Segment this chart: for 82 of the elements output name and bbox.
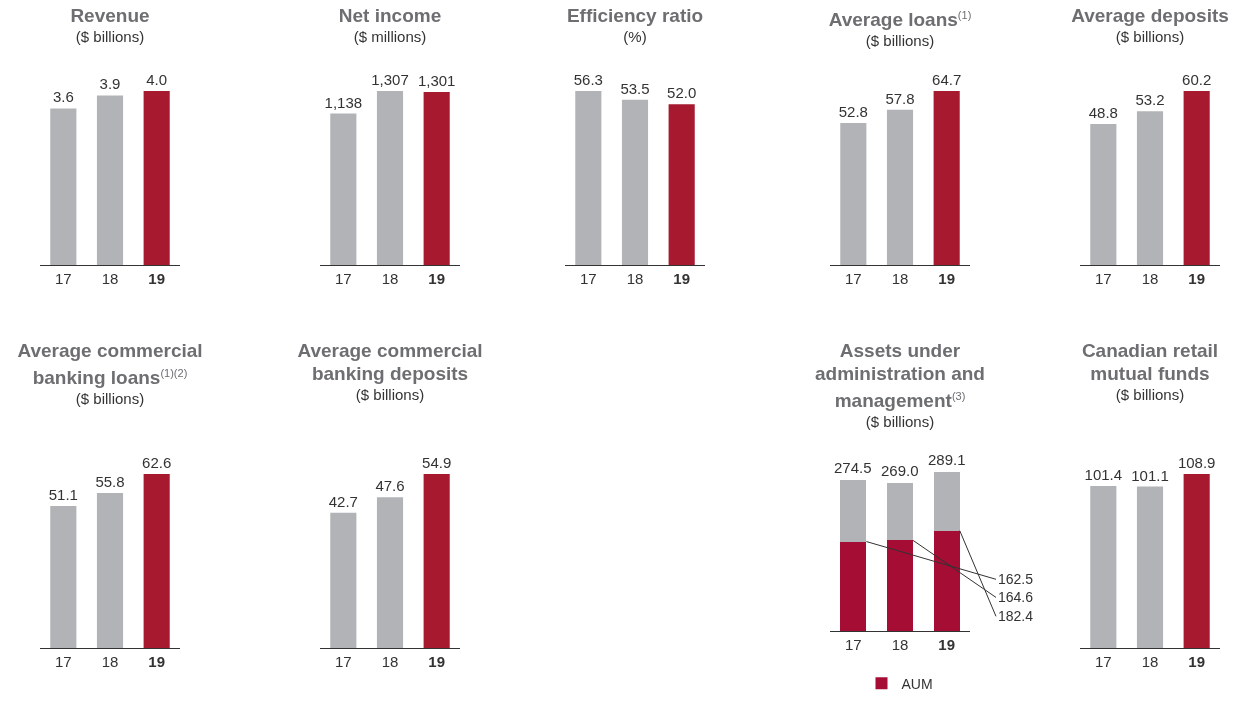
chart-subtitle: ($ billions): [864, 31, 936, 51]
data-label: 182.4: [998, 608, 1034, 624]
data-label: 1,138: [324, 93, 363, 111]
x-tick-label: 17: [1094, 270, 1112, 287]
x-tick-label: 19: [148, 270, 166, 287]
x-tick-label: 19: [148, 653, 166, 670]
x-tick-label: 17: [54, 653, 72, 670]
chart-title: Average commercial banking loans$^{(1)(2)}$: [17, 340, 203, 389]
chart-title: Average loans$^{(1)}$: [828, 9, 972, 31]
bar: [840, 541, 867, 631]
x-tick-label: 17: [579, 270, 597, 287]
data-label: 101.1: [1131, 466, 1169, 484]
chart-title: Average deposits: [1071, 5, 1229, 26]
x-tick-label: 19: [1188, 270, 1206, 287]
x-tick-label: 17: [844, 270, 862, 287]
chart-title: Revenue: [70, 5, 150, 26]
chart-subtitle: ($ billions): [1114, 27, 1186, 46]
x-tick-label: 19: [428, 270, 446, 287]
data-label: 47.6: [375, 477, 405, 495]
data-label: 42.7: [328, 492, 358, 510]
data-label: 108.9: [1177, 454, 1216, 472]
x-tick-label: 18: [381, 653, 399, 670]
total-label: 269.0: [881, 462, 919, 479]
chart-subtitle: ($ millions): [352, 27, 428, 46]
data-label: 48.8: [1088, 104, 1118, 122]
x-tick-label: 18: [891, 636, 909, 653]
chart-subtitle: (%): [622, 27, 648, 46]
chart-subtitle: ($ billions): [74, 27, 146, 46]
x-tick-label: 17: [1094, 653, 1112, 670]
x-tick-label: 19: [1188, 653, 1206, 670]
data-label: 162.5: [998, 571, 1034, 587]
data-label: 55.8: [95, 472, 125, 490]
x-tick-label: 17: [844, 636, 862, 653]
legend-label: AUM: [901, 675, 933, 692]
x-tick-label: 17: [54, 270, 72, 287]
chart-subtitle: ($ billions): [1114, 385, 1186, 404]
x-tick-label: 17: [334, 653, 352, 670]
bar: [933, 530, 960, 631]
data-label: 4.0: [146, 71, 168, 89]
data-label: 60.2: [1182, 71, 1212, 89]
data-label: 3.9: [99, 75, 121, 93]
data-label: 52.0: [667, 84, 697, 102]
x-tick-label: 18: [1141, 270, 1159, 287]
x-tick-label: 18: [381, 270, 399, 287]
bar: [933, 471, 960, 531]
x-tick-label: 19: [938, 636, 956, 653]
chart-title: Efficiency ratio: [566, 5, 704, 26]
x-tick-label: 19: [673, 270, 691, 287]
data-label: 62.6: [142, 454, 172, 472]
data-label: 101.4: [1084, 466, 1123, 484]
data-label: 51.1: [48, 486, 78, 504]
data-label: 57.8: [885, 89, 915, 107]
data-label: 53.5: [620, 79, 650, 97]
x-tick-label: 19: [428, 653, 446, 670]
data-label: 3.6: [52, 88, 74, 106]
x-tick-label: 18: [101, 653, 119, 670]
total-label: 274.5: [834, 459, 872, 476]
bar: [840, 479, 867, 542]
bar: [886, 540, 914, 631]
data-label: 56.3: [573, 71, 603, 89]
chart-subtitle: ($ billions): [354, 385, 426, 404]
x-tick-label: 19: [938, 270, 956, 287]
x-tick-label: 18: [626, 270, 644, 287]
chart-title: Assets under administration and management$^{(3)}$: [815, 340, 985, 412]
x-tick-label: 18: [891, 270, 909, 287]
chart-title: Net income: [338, 5, 442, 26]
chart-title: Canadian retail mutual funds: [1081, 340, 1219, 384]
data-label: 164.6: [998, 589, 1034, 605]
chart-title: Average commercial banking deposits: [297, 340, 483, 384]
x-tick-label: 17: [334, 270, 352, 287]
chart-subtitle: ($ billions): [864, 412, 936, 432]
data-label: 53.2: [1135, 91, 1165, 109]
data-label: 54.9: [422, 454, 452, 472]
data-label: 64.7: [932, 71, 962, 89]
x-tick-label: 18: [1141, 653, 1159, 670]
chart-subtitle: ($ billions): [74, 389, 146, 409]
data-label: 1,307: [371, 71, 409, 89]
x-tick-label: 18: [101, 270, 119, 287]
bar: [886, 482, 914, 541]
data-label: 52.8: [838, 103, 868, 121]
total-label: 289.1: [928, 451, 966, 468]
data-label: 1,301: [417, 71, 456, 89]
